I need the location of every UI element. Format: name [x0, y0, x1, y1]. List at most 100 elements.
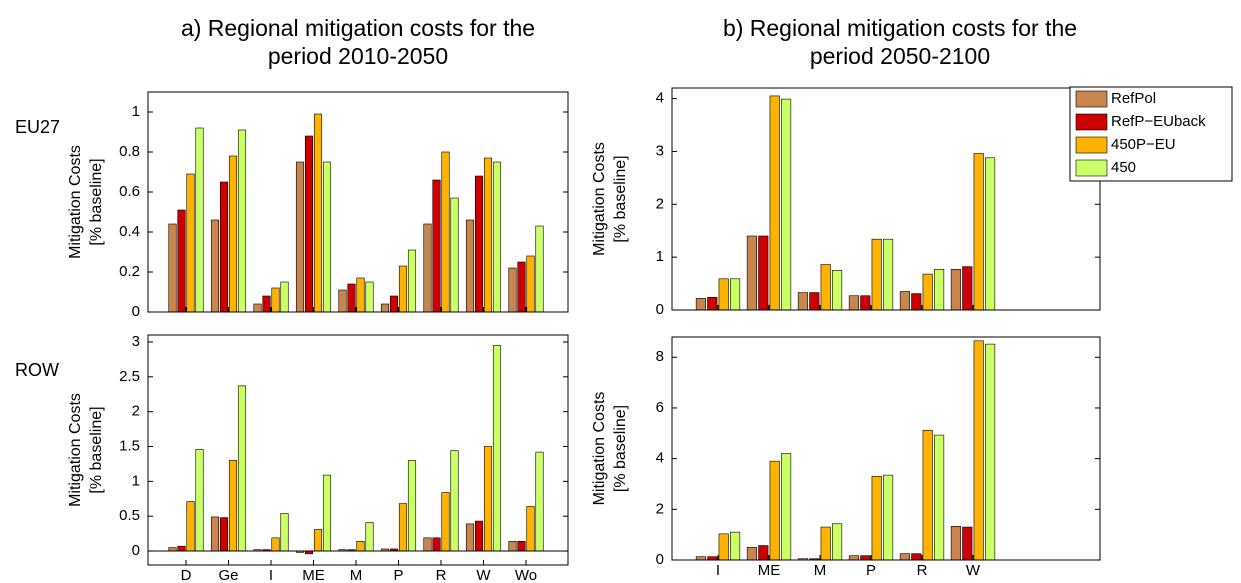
bar [304, 135, 314, 313]
y-tick-label: 8 [656, 348, 664, 365]
row-label: ROW [15, 360, 59, 380]
y-axis-label: [% baseline] [88, 406, 105, 493]
bar [899, 291, 910, 311]
bar [407, 249, 417, 313]
bar [313, 113, 323, 313]
bar [781, 98, 792, 311]
y-tick-label: 1.5 [119, 437, 140, 454]
y-axis-label: [% baseline] [612, 405, 629, 492]
bar [253, 303, 262, 313]
x-tick-label: ME [302, 567, 325, 583]
bar [441, 492, 450, 552]
bar [365, 281, 374, 313]
y-tick-label: 1 [656, 248, 664, 265]
y-tick-label: 0 [656, 551, 664, 568]
bar [973, 340, 984, 561]
bar [883, 474, 894, 561]
y-axis-label: Mitigation Costs [591, 142, 608, 256]
legend-label: RefP−EUback [1111, 113, 1206, 130]
x-tick-label: W [476, 567, 491, 583]
bar [210, 516, 220, 552]
chart-title: period 2010-2050 [268, 43, 448, 69]
bar [483, 157, 493, 313]
x-tick-label: M [350, 567, 363, 583]
bar [809, 292, 820, 311]
bar [219, 517, 229, 552]
y-tick-label: 2.5 [119, 368, 140, 385]
y-axis-label: [% baseline] [88, 158, 105, 245]
bar [219, 181, 229, 313]
bar [962, 526, 973, 561]
bar [871, 476, 882, 561]
y-tick-label: 2 [132, 403, 140, 420]
bar [950, 525, 961, 561]
axes-frame [147, 91, 569, 313]
bar [398, 265, 408, 313]
y-tick-label: 4 [656, 450, 664, 467]
bar [848, 555, 859, 561]
bar [508, 267, 517, 313]
bar [356, 541, 365, 552]
bar [271, 287, 280, 313]
bar [899, 553, 910, 561]
axes-frame [671, 336, 1101, 561]
bar [508, 541, 517, 552]
bar [746, 235, 757, 311]
bar [280, 513, 289, 552]
bar [322, 474, 332, 552]
bar [322, 161, 332, 313]
bar [465, 219, 475, 313]
y-tick-label: 0 [132, 542, 140, 559]
legend-swatch [1075, 136, 1108, 154]
legend-swatch [1075, 113, 1108, 131]
axes-frame [147, 334, 569, 566]
bar [280, 281, 289, 313]
bar [730, 531, 741, 561]
bar [210, 219, 220, 313]
x-tick-label: W [966, 562, 981, 579]
bar [781, 453, 792, 561]
chart-title: b) Regional mitigation costs for the [723, 15, 1077, 41]
y-tick-label: 1 [132, 472, 140, 489]
bar [356, 277, 365, 313]
bar [517, 541, 526, 552]
x-tick-label: R [917, 562, 928, 579]
bar [237, 385, 247, 552]
bar [985, 157, 996, 311]
bar [168, 223, 177, 313]
bar [432, 537, 441, 552]
bar [860, 295, 871, 311]
x-tick-label: D [181, 567, 192, 583]
x-tick-label: I [269, 567, 273, 583]
x-tick-label: M [814, 562, 827, 579]
y-tick-label: 0 [656, 301, 664, 318]
bar [237, 129, 247, 313]
y-tick-label: 0.2 [119, 263, 140, 280]
bar [911, 553, 922, 561]
bar [407, 460, 417, 552]
bar [883, 238, 894, 311]
y-axis-label: Mitigation Costs [67, 393, 84, 507]
bar [832, 270, 843, 311]
y-tick-label: 2 [656, 500, 664, 517]
bar [718, 278, 729, 311]
y-tick-label: 0.5 [119, 507, 140, 524]
bar [423, 537, 432, 552]
y-tick-label: 4 [656, 90, 664, 107]
bar [871, 238, 882, 311]
bar [797, 292, 808, 311]
x-tick-label: P [393, 567, 403, 583]
bar [492, 345, 502, 552]
bar [746, 547, 757, 561]
bar [441, 151, 450, 313]
y-axis-label: Mitigation Costs [67, 145, 84, 259]
bar [922, 273, 933, 311]
bar [860, 555, 871, 561]
bar [769, 95, 780, 311]
y-tick-label: 6 [656, 399, 664, 416]
bar [535, 451, 544, 552]
bar [423, 223, 432, 313]
legend-label: 450 [1111, 159, 1136, 176]
bar [474, 520, 484, 552]
